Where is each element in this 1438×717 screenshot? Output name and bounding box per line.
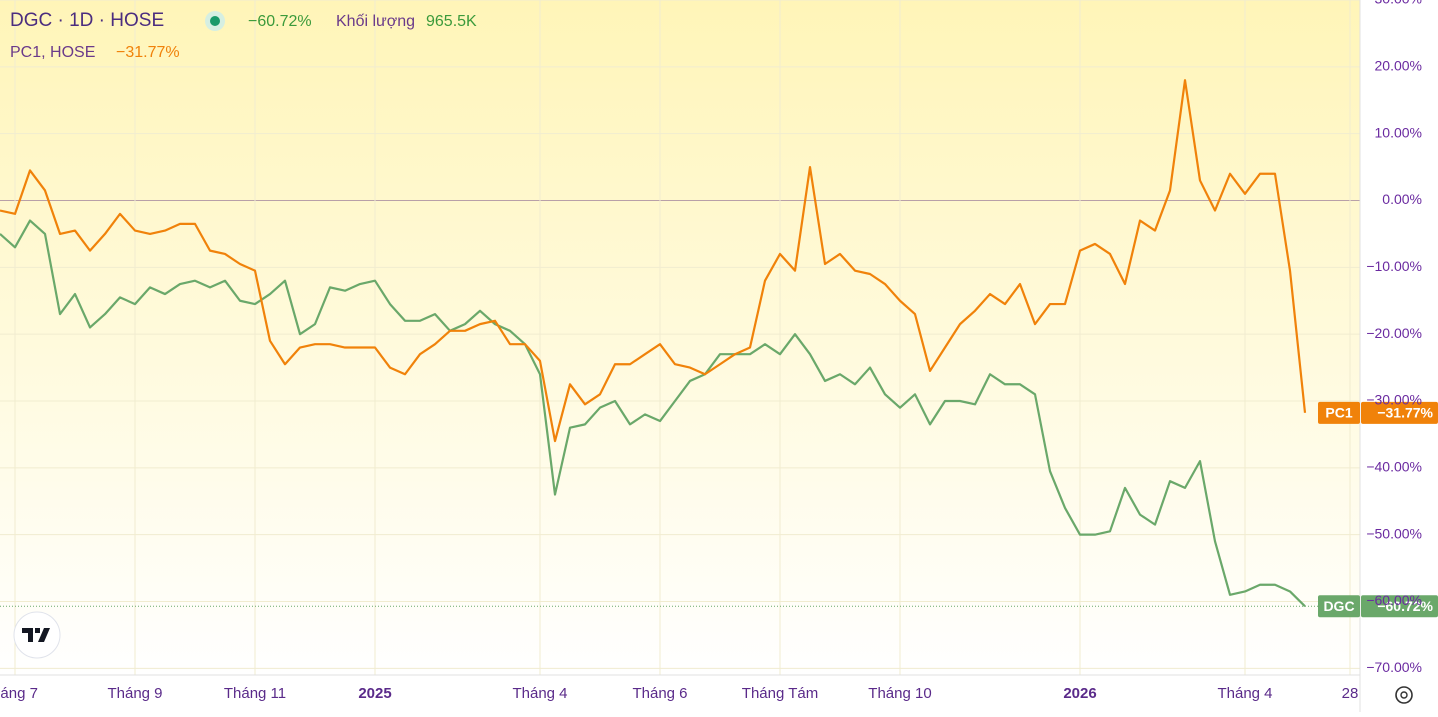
x-tick-label: 2026	[1063, 685, 1096, 702]
y-tick-label: −60.00%	[1366, 592, 1422, 608]
y-tick-label: 30.00%	[1375, 0, 1422, 7]
badges: DGC −60.72% PC1 −31.77%	[1318, 401, 1438, 618]
settings-icon[interactable]	[1395, 686, 1413, 704]
x-tick-label: Tháng Tám	[742, 685, 818, 702]
y-tick-label: −40.00%	[1366, 459, 1422, 475]
pc1-change: −31.77%	[116, 44, 180, 61]
tradingview-logo	[13, 611, 61, 659]
badge-value: −60.72%	[1377, 598, 1433, 614]
y-tick-label: 10.00%	[1375, 124, 1422, 140]
settings-gear[interactable]	[1395, 686, 1413, 704]
series-line	[0, 79, 1307, 443]
grid	[0, 0, 1360, 675]
plot-background	[0, 0, 1360, 675]
logo-mark	[22, 628, 50, 642]
value-badge	[1361, 595, 1438, 618]
x-tick-label: Tháng 4	[1217, 685, 1272, 702]
x-tick-label: 2025	[358, 685, 391, 702]
x-tick-label: Tháng 11	[224, 685, 286, 702]
series-line	[0, 219, 1306, 608]
header: DGC · 1D · HOSE −60.72% Khối lượng 965.5…	[10, 10, 477, 61]
lines	[0, 79, 1360, 608]
pc1-legend: PC1, HOSE	[10, 44, 95, 61]
dgc-legend: DGC · 1D · HOSE	[10, 10, 164, 31]
badge-value: −31.77%	[1377, 405, 1433, 421]
x-tick-label: Tháng 10	[868, 685, 931, 702]
logo-circle	[13, 611, 61, 659]
series-badge	[1318, 595, 1360, 618]
y-tick-label: −70.00%	[1366, 659, 1422, 675]
y-tick-label: −30.00%	[1366, 392, 1422, 408]
dgc-change: −60.72%	[248, 13, 312, 30]
badge-name: PC1	[1325, 405, 1352, 421]
x-tick-label: háng 7	[0, 685, 38, 702]
x-tick-label: Tháng 4	[512, 685, 567, 702]
badge-name: DGC	[1323, 598, 1354, 614]
x-tick-label: Tháng 9	[107, 685, 162, 702]
value-badge	[1361, 401, 1438, 424]
volume-label: Khối lượng	[336, 13, 415, 30]
y-tick-label: 20.00%	[1375, 58, 1422, 74]
y-tick-label: −10.00%	[1366, 258, 1422, 274]
y-tick-label: −50.00%	[1366, 525, 1422, 541]
status-dot	[210, 16, 220, 26]
y-tick-label: −20.00%	[1366, 325, 1422, 341]
x-tick-label: 28	[1342, 685, 1359, 702]
series-badge	[1318, 401, 1360, 424]
x-tick-label: Tháng 6	[632, 685, 687, 702]
y-tick-label: 0.00%	[1382, 191, 1422, 207]
settings-center	[1400, 691, 1408, 699]
volume-value: 965.5K	[426, 13, 477, 30]
